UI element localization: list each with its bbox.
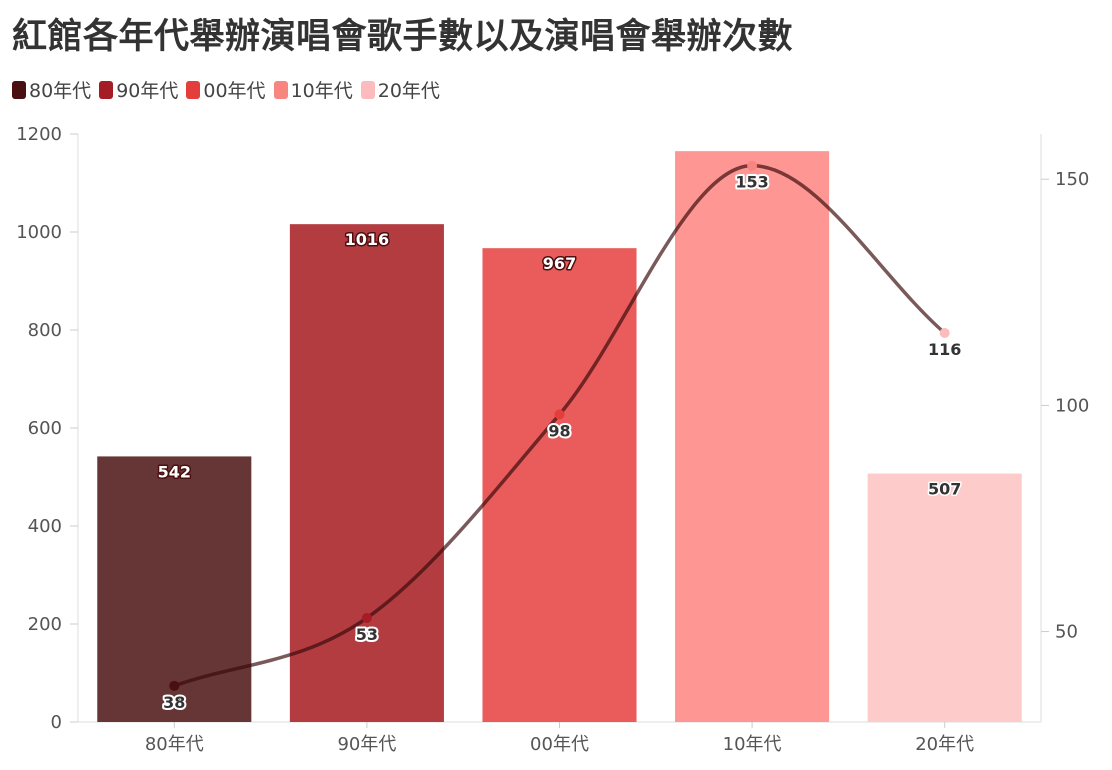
- x-tick-label: 80年代: [145, 734, 204, 755]
- y-left-tick-label: 600: [28, 418, 62, 439]
- x-tick-label: 10年代: [723, 734, 782, 755]
- bar-4[interactable]: [868, 474, 1022, 722]
- line-point-0[interactable]: [169, 681, 179, 691]
- x-tick-label: 20年代: [915, 734, 974, 755]
- x-tick-label: 90年代: [337, 734, 396, 755]
- bar-value-label-4: 507: [928, 480, 961, 499]
- y-left-tick-label: 0: [51, 712, 62, 733]
- y-right-tick-label: 150: [1055, 169, 1089, 190]
- y-left-tick-label: 400: [28, 516, 62, 537]
- y-right-tick-label: 100: [1055, 395, 1089, 416]
- line-value-label-0: 38: [163, 693, 185, 712]
- line-value-label-1: 53: [356, 625, 378, 644]
- line-value-label-3: 153: [735, 173, 768, 192]
- y-left-tick-label: 1000: [16, 222, 62, 243]
- bar-value-label-2: 967: [543, 254, 576, 273]
- bar-3[interactable]: [675, 151, 829, 722]
- y-left-tick-label: 200: [28, 614, 62, 635]
- y-left-tick-label: 1200: [16, 124, 62, 145]
- line-value-label-4: 116: [928, 340, 961, 359]
- x-tick-label: 00年代: [530, 734, 589, 755]
- y-right-tick-label: 50: [1055, 622, 1078, 643]
- bar-2[interactable]: [482, 248, 636, 722]
- line-point-1[interactable]: [362, 613, 372, 623]
- combo-chart: 0 200 400 600 800 1000 1200 50 100 150 80年代 90年代 00年…: [0, 0, 1112, 770]
- line-point-2[interactable]: [555, 409, 565, 419]
- line-value-label-2: 98: [548, 421, 570, 440]
- line-point-4[interactable]: [940, 328, 950, 338]
- y-left-tick-label: 800: [28, 320, 62, 341]
- bar-value-label-1: 1016: [345, 230, 390, 249]
- line-point-3[interactable]: [747, 161, 757, 171]
- bar-value-label-0: 542: [158, 462, 191, 481]
